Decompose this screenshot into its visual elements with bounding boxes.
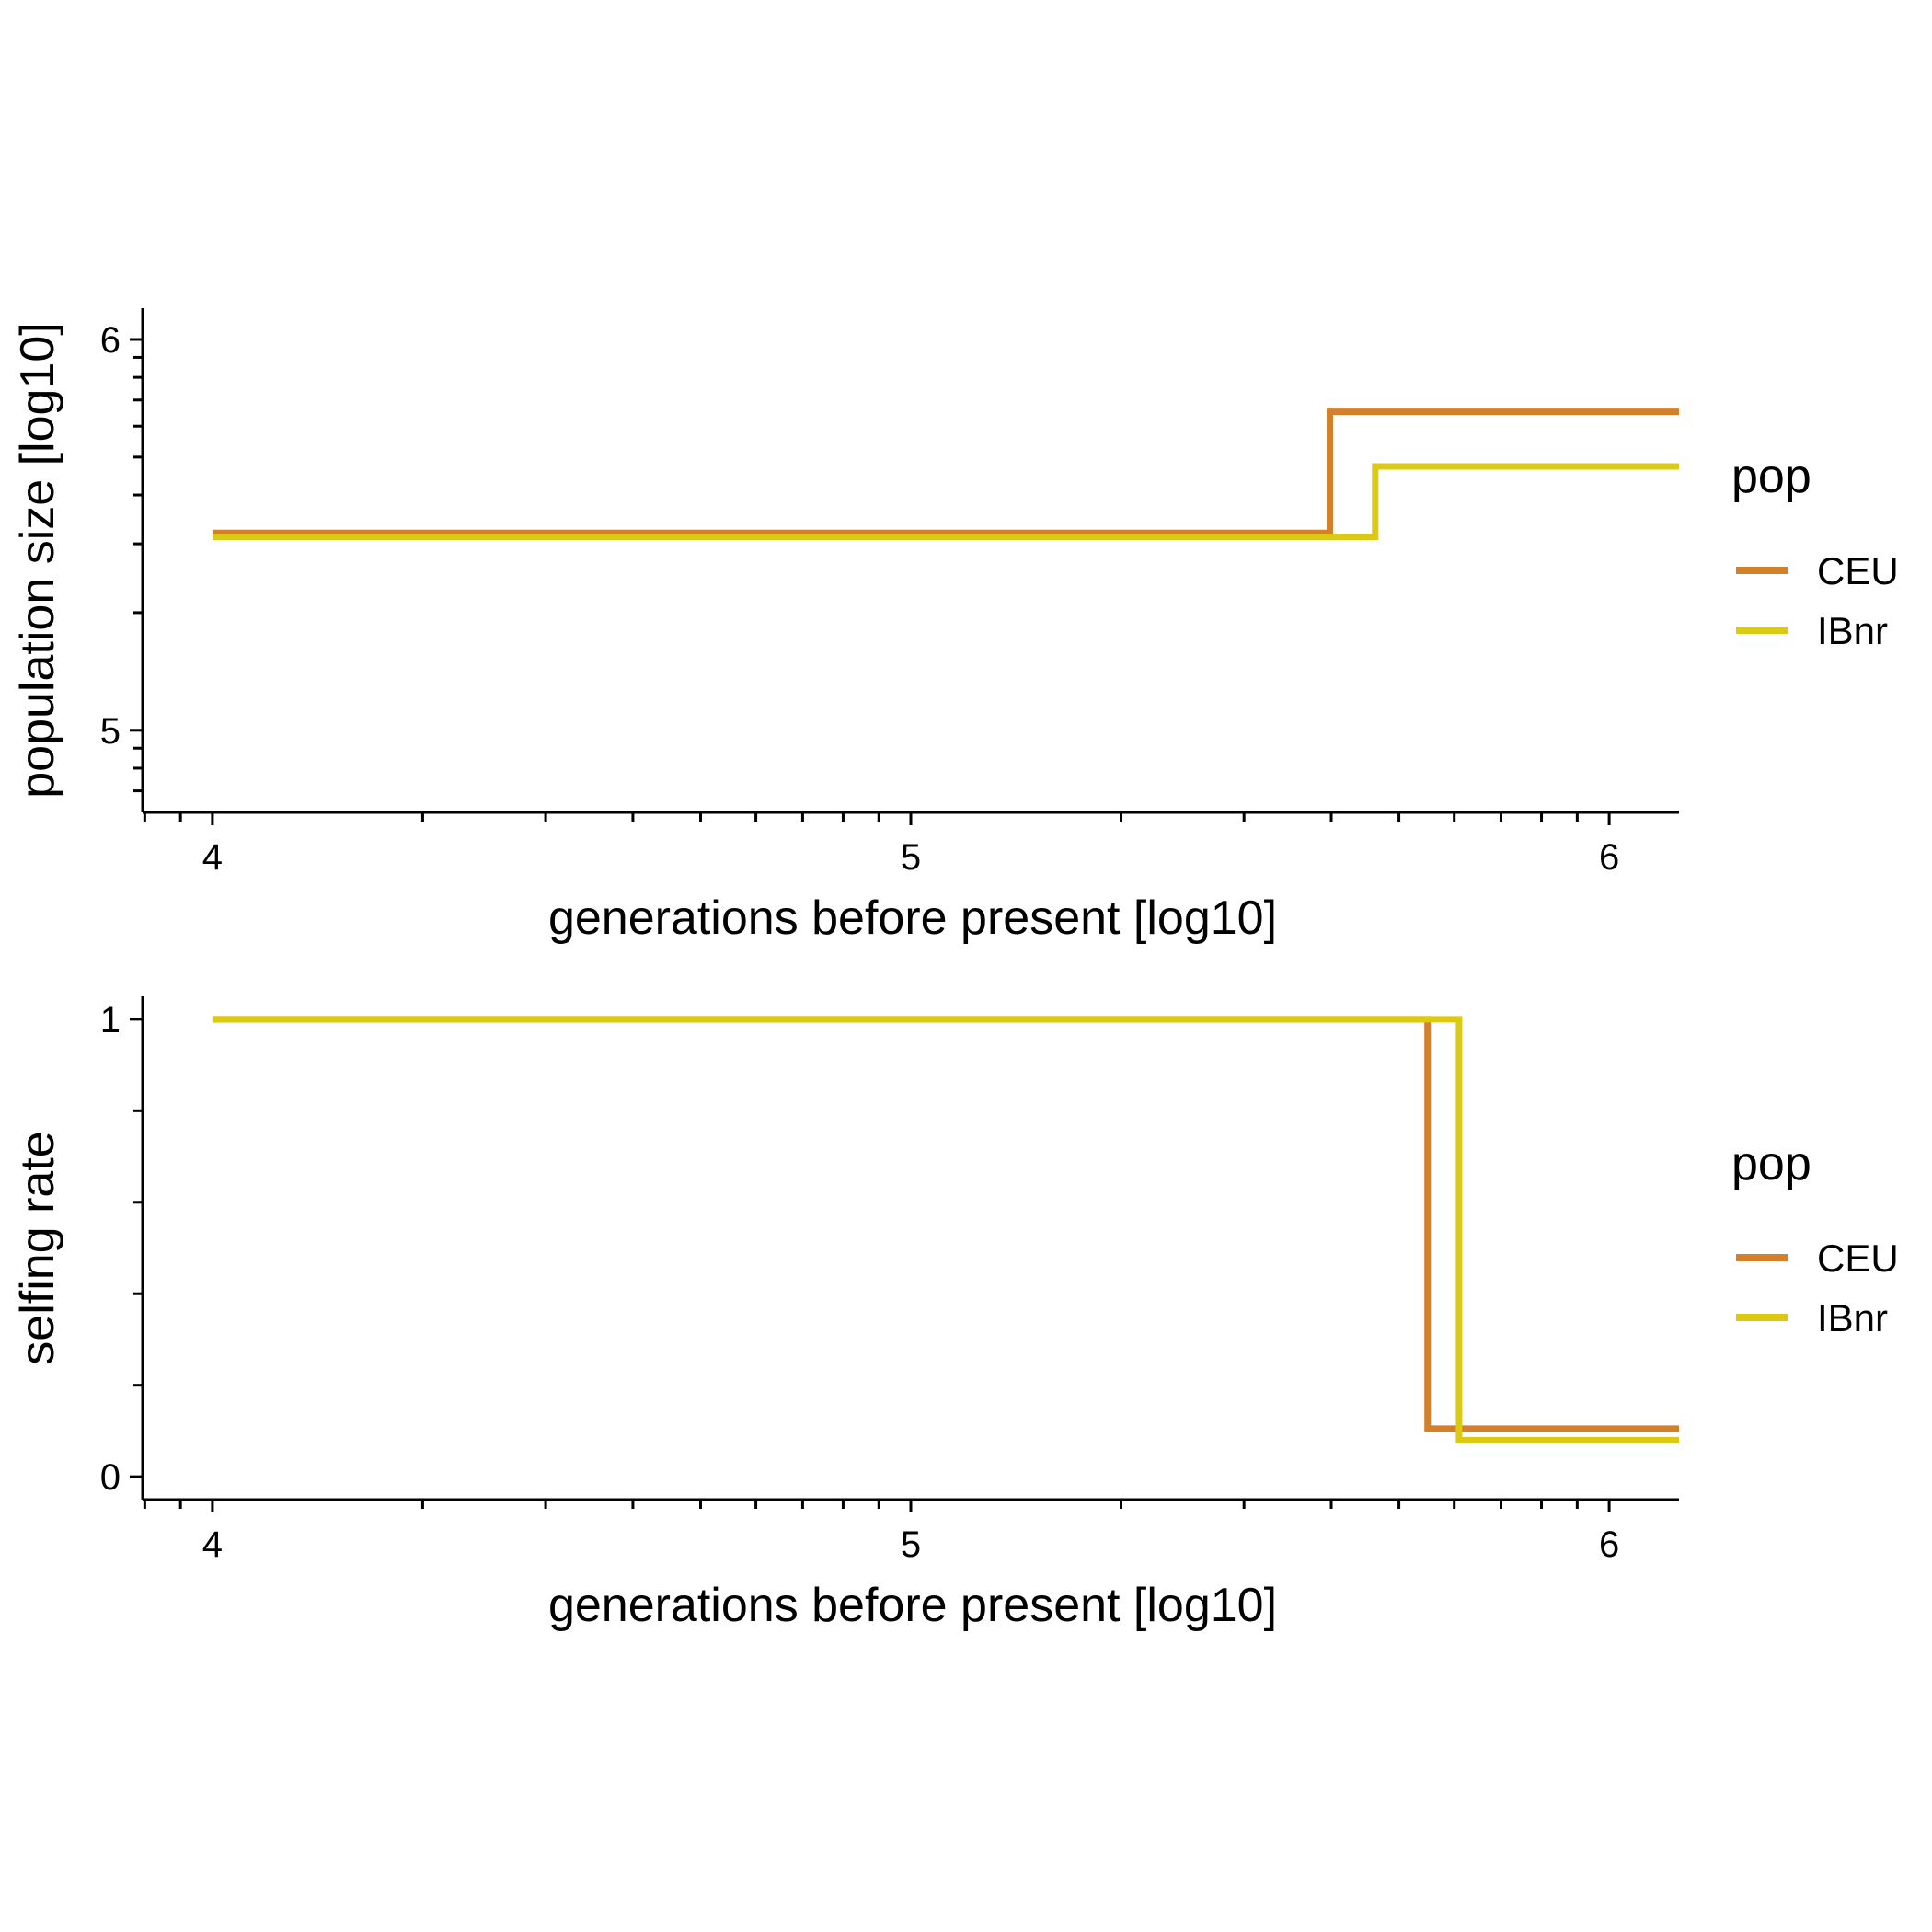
- y-tick-label: 0: [100, 1457, 121, 1498]
- x-tick-label: 6: [1599, 1524, 1619, 1565]
- series-line-ceu: [212, 408, 1679, 536]
- y-tick-label: 1: [100, 1000, 121, 1041]
- legend: pop CEU IBnr: [1731, 450, 1899, 652]
- x-axis-title: generations before present [log10]: [548, 1579, 1277, 1632]
- series-line-ibnr: [212, 1016, 1679, 1443]
- x-tick-label: 5: [901, 1524, 921, 1565]
- y-tick-label: 5: [100, 711, 121, 752]
- series-line-ibnr: [212, 463, 1679, 540]
- y-tick-label: 6: [100, 320, 121, 361]
- legend-title: pop: [1731, 1137, 1811, 1190]
- panel-1: 4 5 6 5 6 generations before present [log10] p…: [11, 308, 1899, 945]
- legend-label-ceu: CEU: [1817, 1236, 1899, 1280]
- x-tick-label: 4: [202, 1524, 223, 1565]
- y-axis-title: selfing rate: [11, 1131, 64, 1364]
- legend: pop CEU IBnr: [1731, 1137, 1899, 1340]
- panel-2: 4 5 6 0 1 generations before present [log10] s…: [11, 996, 1899, 1632]
- x-axis-title: generations before present [log10]: [548, 891, 1277, 945]
- x-tick-label: 6: [1599, 837, 1619, 878]
- legend-title: pop: [1731, 450, 1811, 503]
- legend-label-ceu: CEU: [1817, 549, 1899, 592]
- y-axis-title: population size [log10]: [11, 322, 64, 799]
- x-tick-label: 5: [901, 837, 921, 878]
- legend-label-ibnr: IBnr: [1817, 1296, 1888, 1340]
- x-tick-label: 4: [202, 837, 223, 878]
- legend-label-ibnr: IBnr: [1817, 609, 1888, 652]
